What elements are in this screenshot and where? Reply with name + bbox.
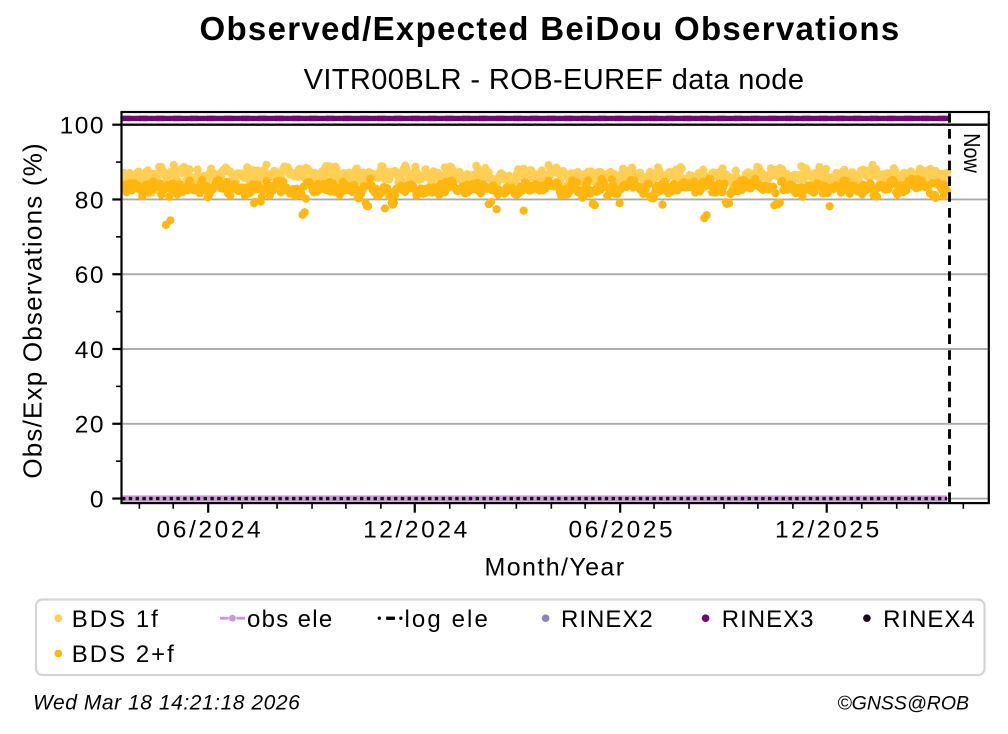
- svg-text:40: 40: [75, 337, 105, 364]
- svg-text:Observed/Expected BeiDou Obser: Observed/Expected BeiDou Observations: [200, 10, 901, 47]
- svg-text:VITR00BLR - ROB-EUREF data nod: VITR00BLR - ROB-EUREF data node: [304, 64, 805, 96]
- svg-text:06/2024: 06/2024: [157, 517, 264, 544]
- svg-text:12/2024: 12/2024: [363, 517, 470, 544]
- svg-text:RINEX4: RINEX4: [883, 606, 976, 633]
- svg-text:06/2025: 06/2025: [568, 517, 675, 544]
- svg-text:0: 0: [90, 486, 105, 513]
- svg-text:80: 80: [75, 187, 105, 214]
- svg-text:60: 60: [75, 262, 105, 289]
- svg-text:20: 20: [75, 412, 105, 439]
- svg-text:100: 100: [60, 113, 105, 140]
- svg-text:12/2025: 12/2025: [775, 517, 882, 544]
- svg-text:RINEX3: RINEX3: [722, 606, 815, 633]
- svg-text:Now: Now: [959, 133, 985, 173]
- svg-text:RINEX2: RINEX2: [561, 606, 654, 633]
- svg-text:BDS 2+f: BDS 2+f: [72, 641, 176, 668]
- svg-text:©GNSS@ROB: ©GNSS@ROB: [837, 693, 969, 715]
- svg-text:obs ele: obs ele: [247, 606, 334, 633]
- svg-text:BDS 1f: BDS 1f: [72, 606, 160, 633]
- svg-text:Obs/Exp Observations (%): Obs/Exp Observations (%): [18, 142, 48, 479]
- svg-text:Wed Mar 18 14:21:18 2026: Wed Mar 18 14:21:18 2026: [33, 692, 300, 715]
- svg-text:Month/Year: Month/Year: [485, 554, 626, 582]
- svg-text:log ele: log ele: [405, 606, 490, 633]
